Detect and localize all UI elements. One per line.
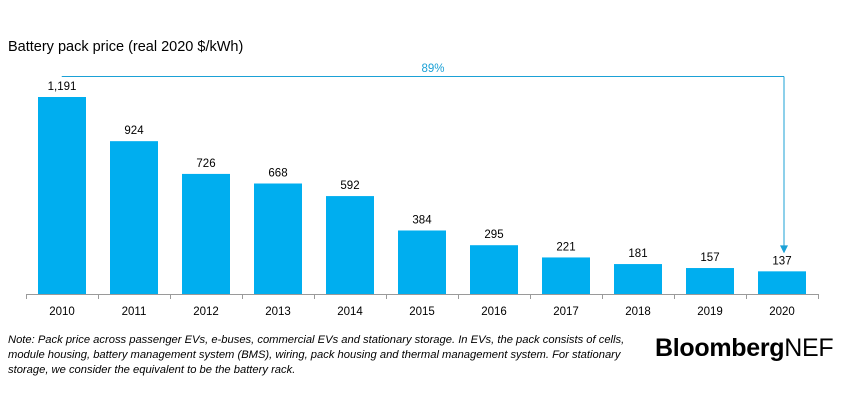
x-tick-label-2010: 2010 <box>49 306 75 318</box>
bars-layer: 1,191 2010 924 2011 726 2012 668 2013 592 2014 384… <box>26 81 819 318</box>
x-tick-label-2013: 2013 <box>265 306 291 318</box>
x-tick-label-2016: 2016 <box>481 306 507 318</box>
value-label-2019: 157 <box>700 252 719 264</box>
x-tick-label-2012: 2012 <box>193 306 219 318</box>
x-tick-label-2014: 2014 <box>337 306 363 318</box>
annotation-label: 89% <box>421 63 444 75</box>
value-label-2017: 221 <box>556 241 575 253</box>
value-label-2011: 924 <box>124 125 144 137</box>
x-tick-label-2017: 2017 <box>553 306 579 318</box>
bar-2010 <box>38 97 86 294</box>
bar-2013 <box>254 183 302 294</box>
value-label-2013: 668 <box>268 168 287 180</box>
bar-2017 <box>542 257 590 294</box>
bar-2018 <box>614 264 662 294</box>
x-tick-label-2020: 2020 <box>769 306 795 318</box>
x-tick-label-2015: 2015 <box>409 306 435 318</box>
change-annotation: 89% <box>61 63 788 254</box>
x-tick-label-2019: 2019 <box>697 306 723 318</box>
bar-2015 <box>398 230 446 294</box>
chart-title: Battery pack price (real 2020 $/kWh) <box>8 39 243 55</box>
value-label-2015: 384 <box>412 214 432 226</box>
x-tick-label-2011: 2011 <box>122 306 147 318</box>
bar-2016 <box>470 245 518 294</box>
value-label-2016: 295 <box>484 229 503 241</box>
footnote: Note: Pack price across passenger EVs, e… <box>8 334 625 376</box>
value-label-2018: 181 <box>628 248 647 260</box>
value-label-2012: 726 <box>196 158 215 170</box>
battery-price-chart: Battery pack price (real 2020 $/kWh) 1,1… <box>8 39 819 318</box>
bloombergnef-logo: BloombergNEF <box>655 334 834 363</box>
annotation-arrowhead <box>780 245 788 254</box>
value-label-2020: 137 <box>772 255 791 267</box>
value-label-2014: 592 <box>340 180 359 192</box>
bar-2011 <box>110 141 158 294</box>
bar-2020 <box>758 271 806 294</box>
value-label-2010: 1,191 <box>48 81 77 93</box>
bar-2012 <box>182 173 230 294</box>
x-tick-label-2018: 2018 <box>625 306 651 318</box>
bar-2019 <box>686 268 734 294</box>
logo-part-1: Bloomberg <box>655 334 785 362</box>
logo-part-2: NEF <box>784 334 834 362</box>
bar-2014 <box>326 196 374 294</box>
